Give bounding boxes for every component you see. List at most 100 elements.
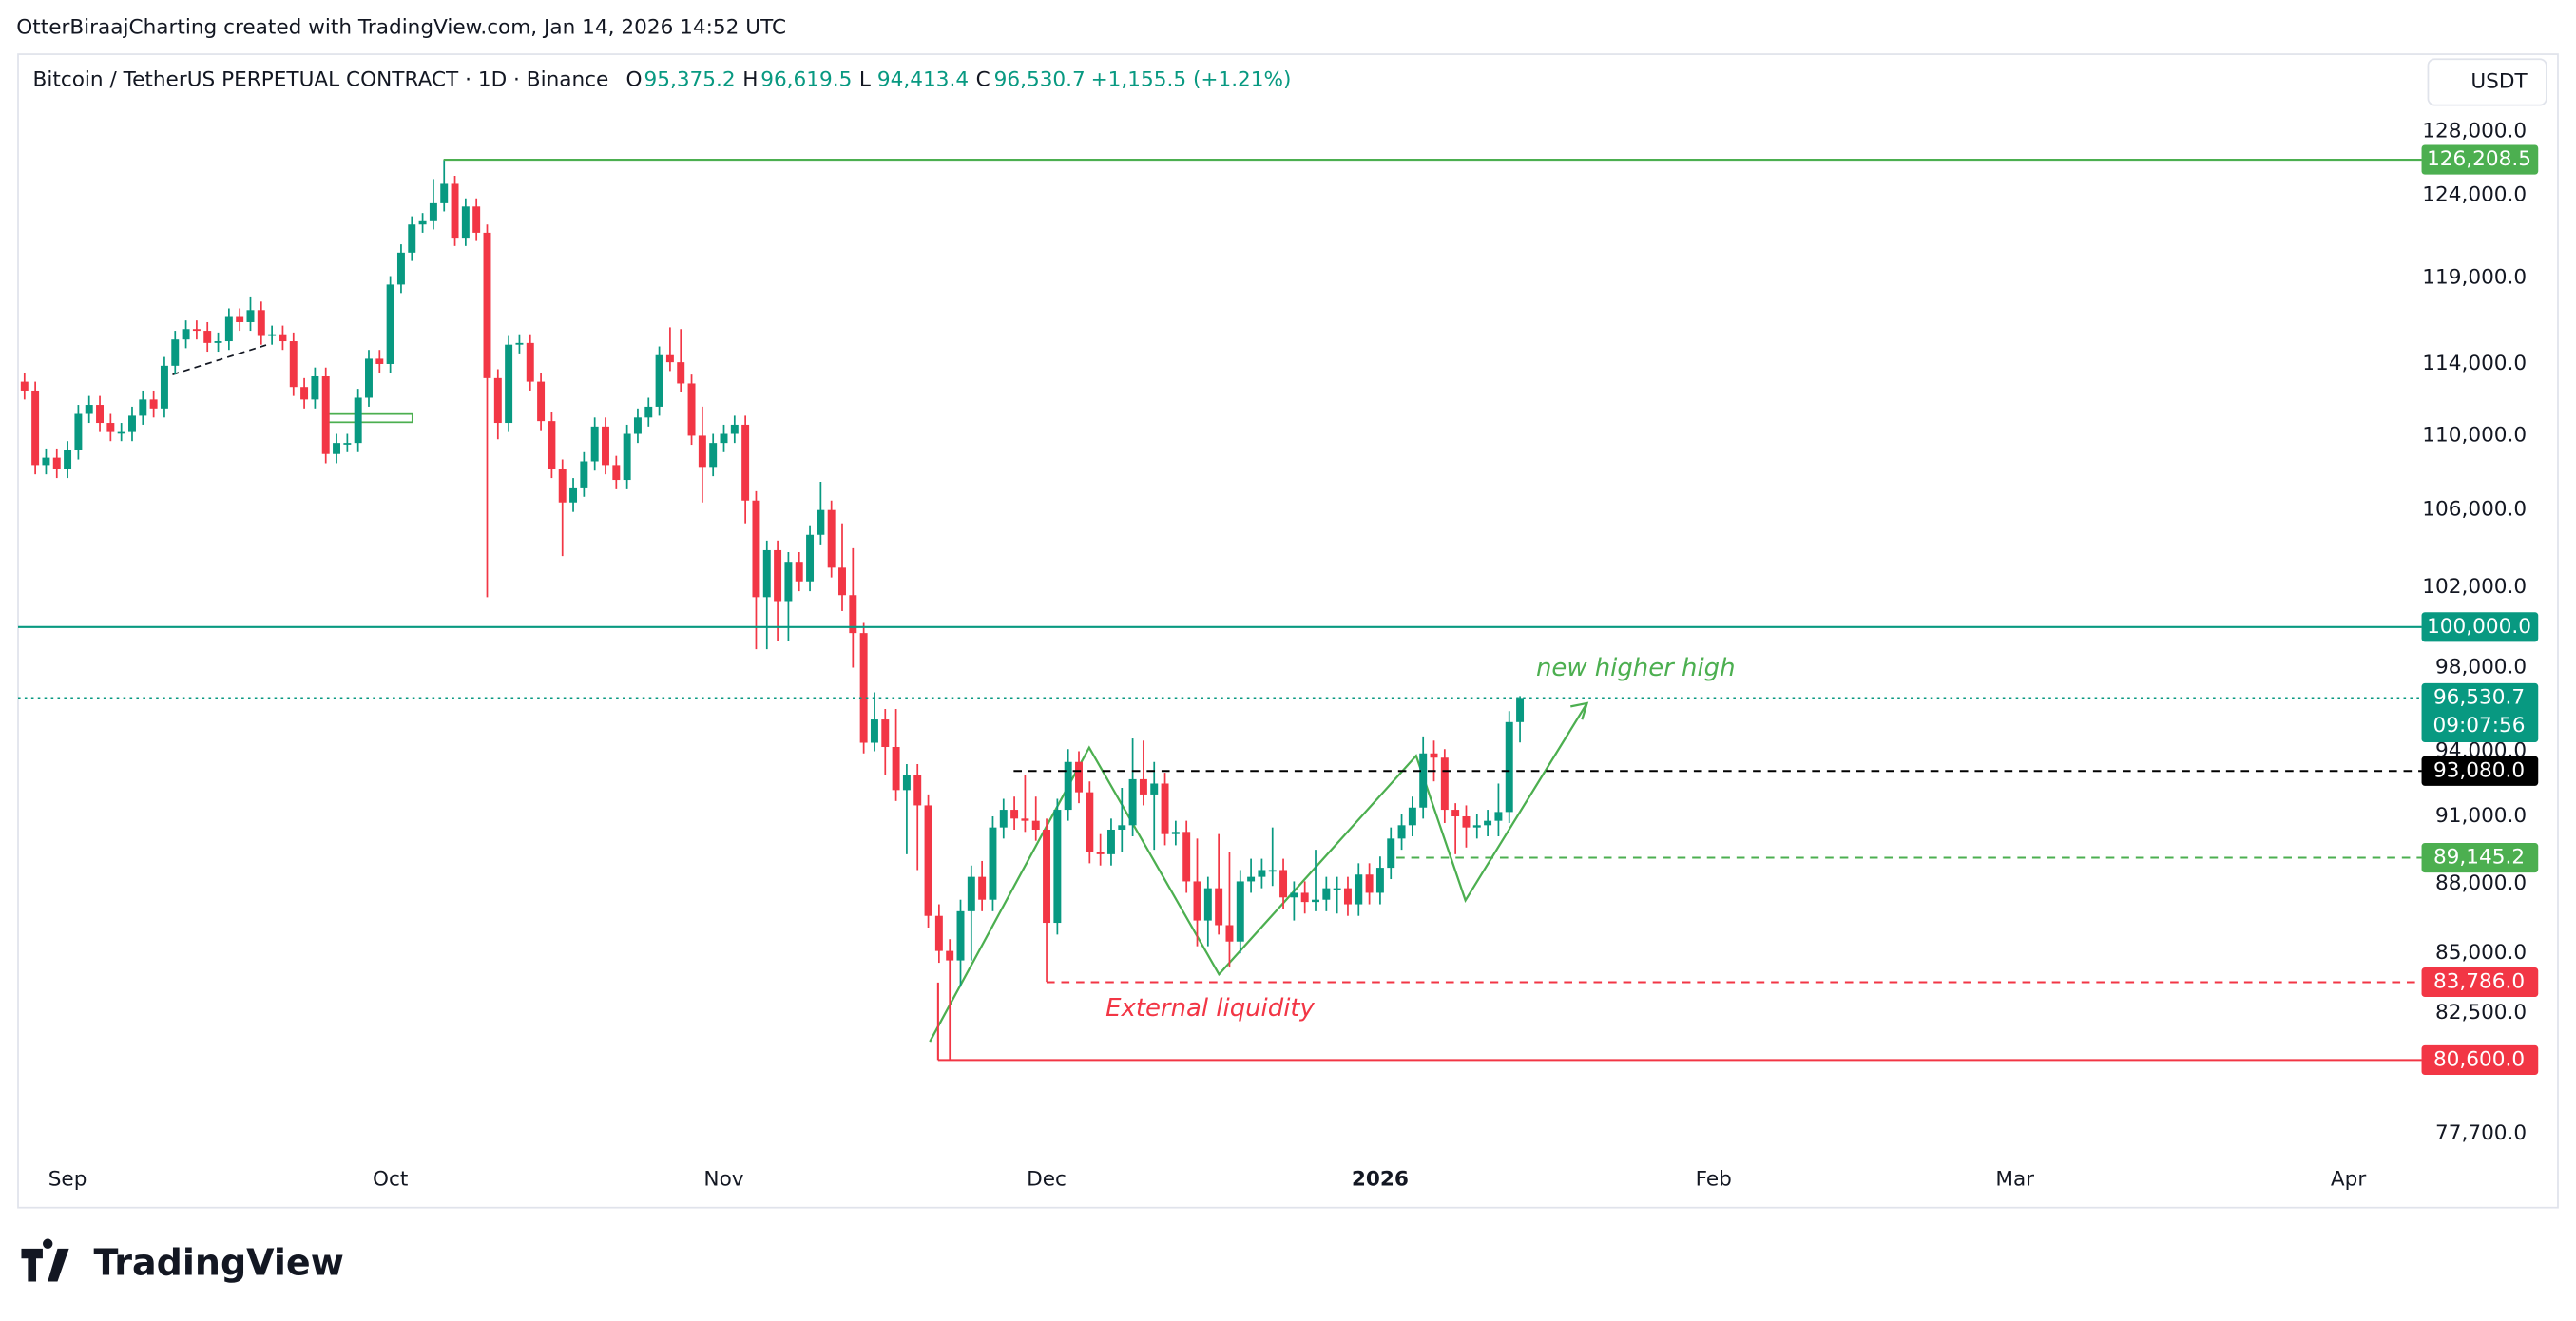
candle <box>117 423 125 442</box>
candle-body <box>1484 820 1492 826</box>
candle <box>1139 740 1147 806</box>
candle-body <box>1021 818 1029 821</box>
candle-body <box>64 450 72 469</box>
candle <box>268 325 277 345</box>
candle <box>214 332 222 353</box>
candle-body <box>451 183 459 239</box>
level-badge <box>2421 1044 2539 1075</box>
candle <box>924 794 932 928</box>
candle <box>375 350 384 373</box>
candle-body <box>106 423 115 432</box>
x-tick-label: Dec <box>1027 1167 1067 1191</box>
last-price-label: 96,530.7 <box>2433 685 2525 709</box>
candle <box>42 448 50 475</box>
ohlc-key: L <box>859 68 871 92</box>
candle <box>1408 796 1416 837</box>
candle <box>1128 738 1137 837</box>
candle <box>31 381 40 475</box>
candle-body <box>774 549 782 602</box>
candle-body <box>85 405 93 414</box>
candle <box>321 367 330 464</box>
candle <box>881 709 890 775</box>
candle-body <box>343 443 352 445</box>
candle <box>817 482 825 545</box>
candle-body <box>602 426 609 466</box>
candle-body <box>806 534 815 582</box>
candle-body <box>644 406 653 418</box>
candle <box>20 373 29 400</box>
candle <box>343 433 352 452</box>
candle-body <box>257 310 265 336</box>
candle-body <box>870 719 878 743</box>
candle <box>720 424 728 452</box>
candle-body <box>408 224 416 253</box>
candle <box>311 367 319 409</box>
candle <box>386 276 394 373</box>
candle-body <box>1106 829 1115 854</box>
candle <box>52 448 61 479</box>
y-tick-label: 110,000.0 <box>2422 423 2527 447</box>
y-tick-label: 119,000.0 <box>2422 265 2527 289</box>
candle-body <box>752 500 760 598</box>
x-tick-label: Oct <box>373 1167 408 1191</box>
candle <box>1043 818 1051 983</box>
candle-body <box>1375 868 1384 893</box>
candle <box>236 308 244 332</box>
candle-body <box>429 202 437 221</box>
candle-body <box>978 876 987 900</box>
candle <box>1451 803 1460 854</box>
candle-body <box>580 461 588 488</box>
candle <box>741 415 750 524</box>
candle-body <box>902 775 911 791</box>
candle-body <box>967 876 975 911</box>
candle <box>1365 863 1374 905</box>
candle-body <box>128 415 136 432</box>
level-badge <box>2421 612 2539 642</box>
candle <box>1193 838 1201 947</box>
ohlc-value: 96,530.7 <box>994 68 1086 92</box>
candle <box>418 213 427 233</box>
currency[interactable]: USDT <box>2470 69 2528 93</box>
candle-body <box>396 252 405 285</box>
currency-button[interactable] <box>2427 58 2547 106</box>
candle <box>665 327 674 372</box>
level-label: 80,600.0 <box>2433 1047 2525 1071</box>
candle <box>1419 736 1428 819</box>
candle-body <box>1451 810 1460 817</box>
candle-body <box>1516 698 1525 722</box>
candle-body <box>1171 832 1180 834</box>
y-tick-label: 128,000.0 <box>2422 119 2527 143</box>
candle <box>289 332 298 396</box>
candle-body <box>246 310 255 322</box>
candle-body <box>1387 838 1395 869</box>
y-tick-label: 77,700.0 <box>2435 1121 2527 1145</box>
trend-drawing <box>172 344 267 376</box>
candle-body <box>311 375 319 400</box>
candle-body <box>268 334 277 336</box>
candle-body <box>333 443 341 454</box>
candle <box>396 244 405 294</box>
y-tick-label: 106,000.0 <box>2422 498 2527 522</box>
candle <box>602 417 609 475</box>
candle <box>1440 749 1449 823</box>
candle-body <box>999 810 1008 828</box>
candle <box>1333 876 1341 914</box>
candle <box>709 433 718 477</box>
candle-body <box>1322 888 1331 900</box>
candle <box>838 523 846 611</box>
candle <box>1064 749 1072 821</box>
candle-body <box>1333 888 1341 890</box>
x-tick-label: Nov <box>703 1167 743 1191</box>
candle-body <box>698 435 706 468</box>
x-tick-label: Feb <box>1696 1167 1732 1191</box>
candle-body <box>214 341 222 343</box>
y-tick-label: 85,000.0 <box>2435 941 2527 965</box>
candle <box>203 321 212 353</box>
candle-body <box>1064 761 1072 811</box>
candle-body <box>192 329 201 332</box>
candle <box>182 320 190 349</box>
candle-body <box>1472 825 1481 828</box>
x-tick-label: Apr <box>2331 1167 2366 1191</box>
candle-body <box>655 354 663 407</box>
level-label: 83,786.0 <box>2433 969 2525 993</box>
